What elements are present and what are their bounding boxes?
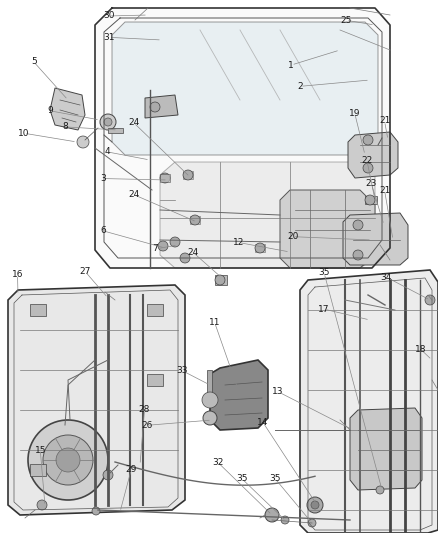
Bar — [147, 304, 163, 316]
Polygon shape — [112, 22, 378, 155]
Circle shape — [376, 486, 384, 494]
Circle shape — [37, 500, 47, 510]
Circle shape — [265, 508, 279, 522]
Circle shape — [56, 448, 80, 472]
Text: 5: 5 — [31, 58, 37, 66]
Text: 2: 2 — [297, 82, 303, 91]
Circle shape — [353, 250, 363, 260]
Text: 24: 24 — [128, 118, 139, 127]
Text: 17: 17 — [318, 305, 330, 313]
Circle shape — [425, 295, 435, 305]
Polygon shape — [348, 132, 398, 178]
Polygon shape — [300, 270, 438, 533]
Text: 4: 4 — [105, 148, 110, 156]
Bar — [160, 174, 170, 182]
Text: 33: 33 — [176, 366, 187, 375]
Bar — [207, 370, 212, 398]
Bar — [30, 304, 46, 316]
Text: 11: 11 — [209, 318, 220, 327]
Text: 15: 15 — [35, 446, 46, 455]
Circle shape — [28, 420, 108, 500]
Bar — [365, 196, 377, 204]
Circle shape — [92, 507, 100, 515]
Text: 14: 14 — [257, 418, 268, 426]
Polygon shape — [280, 190, 375, 268]
Polygon shape — [95, 8, 390, 268]
Circle shape — [43, 435, 93, 485]
Circle shape — [77, 136, 89, 148]
Circle shape — [180, 253, 190, 263]
Text: 16: 16 — [12, 270, 23, 279]
Text: 21: 21 — [379, 117, 390, 125]
Polygon shape — [210, 360, 268, 430]
Circle shape — [170, 237, 180, 247]
Text: 6: 6 — [100, 227, 106, 235]
Text: 34: 34 — [381, 273, 392, 281]
Circle shape — [203, 411, 217, 425]
Bar — [147, 374, 163, 386]
Text: 24: 24 — [187, 248, 198, 256]
Circle shape — [308, 519, 316, 527]
Text: 21: 21 — [379, 186, 390, 195]
Text: 35: 35 — [236, 474, 247, 483]
Circle shape — [353, 220, 363, 230]
Text: 32: 32 — [212, 458, 224, 467]
Circle shape — [363, 135, 373, 145]
Polygon shape — [50, 88, 85, 130]
Bar — [255, 244, 265, 252]
Circle shape — [307, 497, 323, 513]
Text: 10: 10 — [18, 129, 30, 138]
Text: 13: 13 — [272, 387, 284, 396]
Circle shape — [202, 392, 218, 408]
Text: 19: 19 — [349, 109, 360, 118]
Text: 22: 22 — [361, 157, 373, 165]
Text: 8: 8 — [62, 123, 68, 131]
Polygon shape — [343, 213, 408, 265]
Text: 1: 1 — [288, 61, 294, 69]
Polygon shape — [8, 285, 185, 515]
Text: 35: 35 — [269, 474, 281, 483]
Text: 12: 12 — [233, 238, 244, 247]
Text: 23: 23 — [366, 180, 377, 188]
Circle shape — [150, 102, 160, 112]
Bar — [183, 171, 193, 179]
Circle shape — [104, 118, 112, 126]
Circle shape — [365, 195, 375, 205]
Circle shape — [100, 114, 116, 130]
Circle shape — [160, 173, 170, 183]
Text: 26: 26 — [141, 421, 152, 430]
Bar — [215, 275, 227, 285]
Circle shape — [255, 243, 265, 253]
Text: 18: 18 — [415, 345, 426, 353]
Circle shape — [281, 516, 289, 524]
Text: 27: 27 — [80, 268, 91, 276]
Circle shape — [183, 170, 193, 180]
Text: 30: 30 — [103, 12, 114, 20]
Text: 20: 20 — [287, 232, 298, 241]
Circle shape — [311, 501, 319, 509]
Circle shape — [190, 215, 200, 225]
Text: 24: 24 — [128, 190, 139, 199]
Text: 25: 25 — [340, 16, 352, 25]
Bar — [30, 464, 46, 476]
Text: 31: 31 — [103, 33, 114, 42]
Text: 3: 3 — [100, 174, 106, 183]
Circle shape — [158, 241, 168, 251]
Text: 9: 9 — [47, 107, 53, 115]
Circle shape — [103, 470, 113, 480]
Polygon shape — [145, 95, 178, 118]
Text: 28: 28 — [139, 405, 150, 414]
Text: 35: 35 — [318, 269, 330, 277]
Circle shape — [215, 275, 225, 285]
Bar — [108, 128, 123, 133]
Polygon shape — [350, 408, 422, 490]
Text: 7: 7 — [152, 245, 159, 253]
Polygon shape — [160, 162, 375, 268]
Bar — [190, 216, 200, 224]
Text: 29: 29 — [126, 465, 137, 473]
Circle shape — [363, 163, 373, 173]
